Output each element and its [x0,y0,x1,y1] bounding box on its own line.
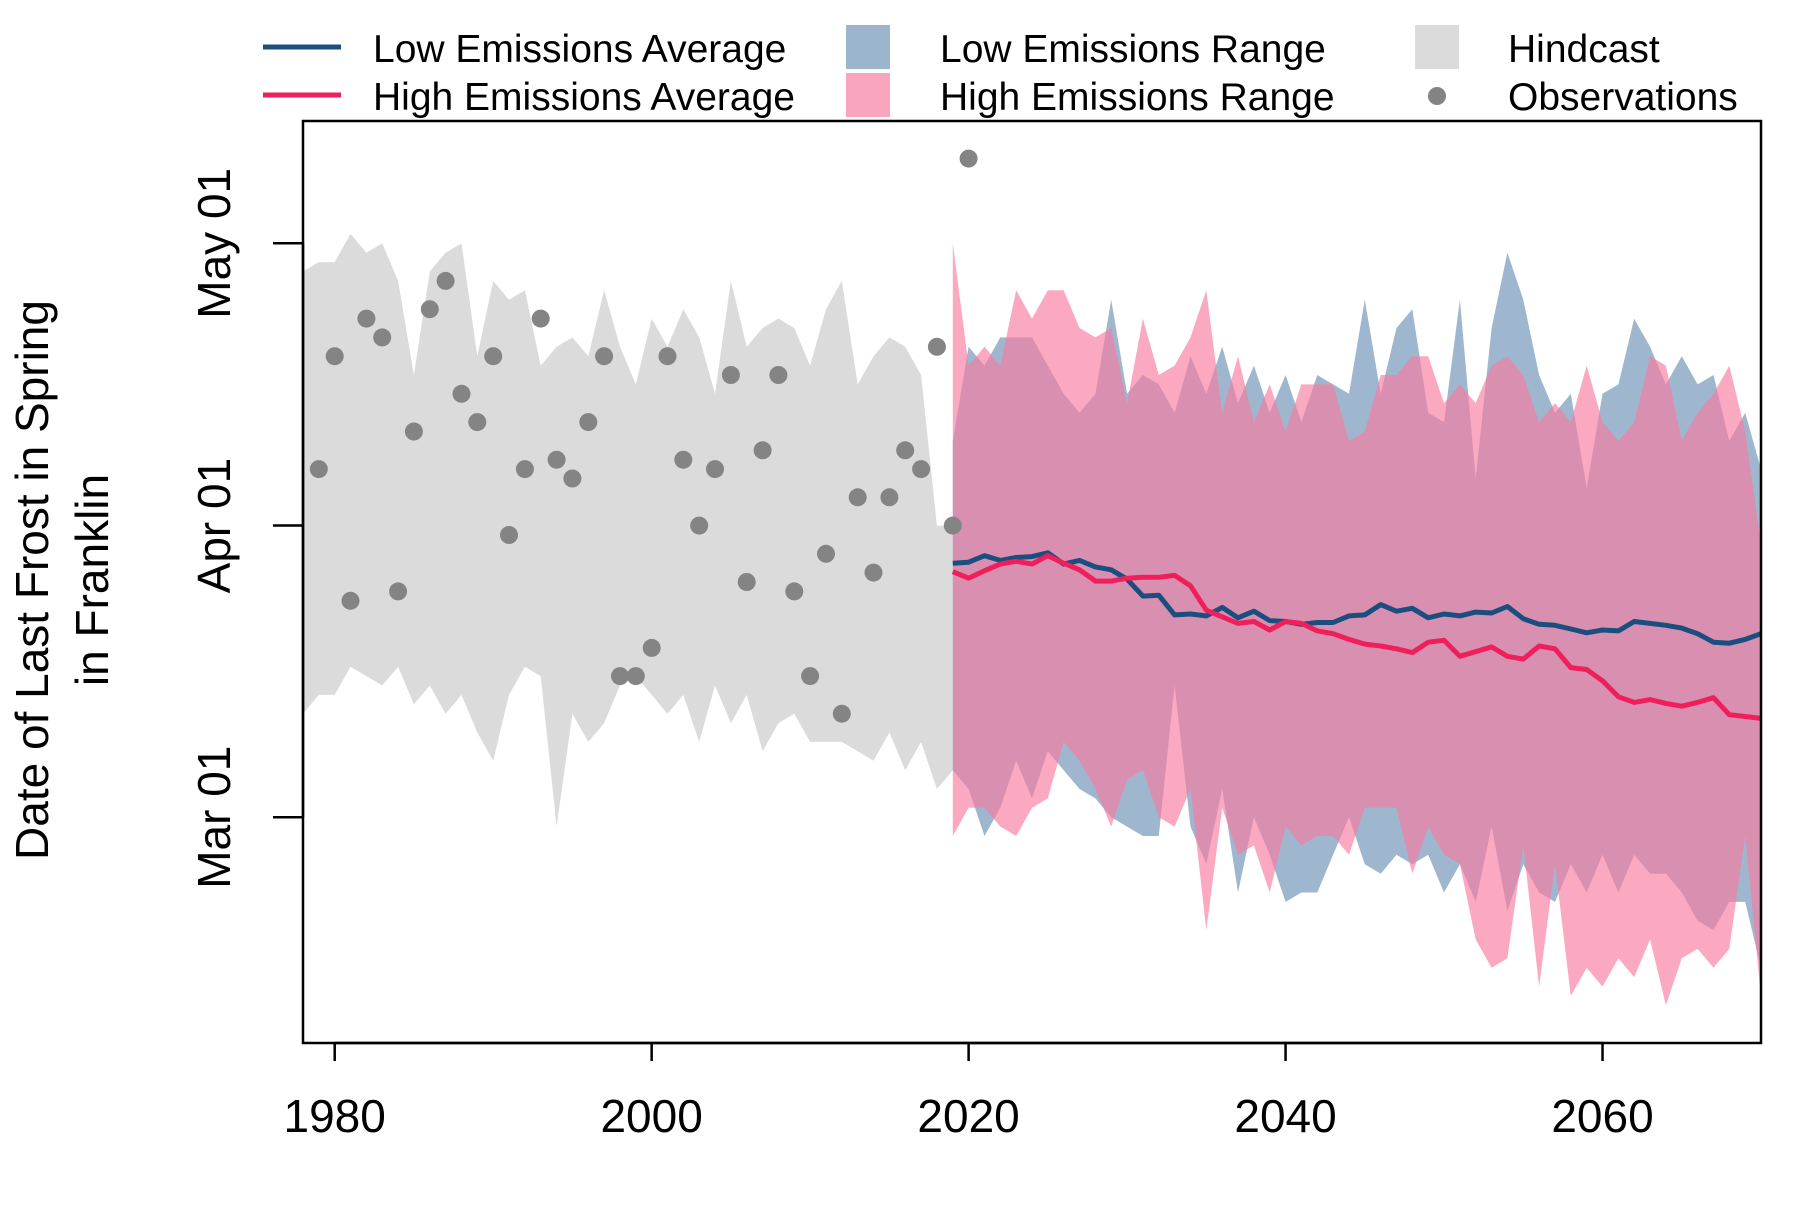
observation-point [468,413,487,432]
observation-point [880,488,899,507]
observation-point [959,149,978,168]
y-tick-label: May 01 [188,168,240,319]
legend: Low Emissions Average Low Emissions Rang… [263,25,1738,119]
observation-point [611,667,629,686]
observation-point [531,309,550,328]
observation-point [864,563,883,582]
observation-point [817,544,835,563]
y-axis-label-line-2: in Franklin [66,474,118,686]
x-tick-label: 2000 [600,1090,702,1142]
observation-point [357,309,376,328]
legend-swatch-high-range [846,73,890,117]
legend-label-high-range: High Emissions Range [940,76,1335,119]
y-axis-label: Date of Last Frost in Spring in Franklin [6,300,118,860]
observation-point [801,667,820,686]
y-tick-label: Apr 01 [188,458,240,594]
observation-point [309,460,328,479]
observation-point [912,460,931,479]
observation-point [896,441,915,460]
y-axis: Mar 01 Apr 01 May 01 [188,168,305,889]
observation-point [515,460,534,479]
observation-point [341,591,360,610]
observation-point [325,347,344,366]
observation-point [436,271,455,290]
hindcast-range [303,233,953,827]
legend-swatch-low-range [846,25,890,69]
observation-point [690,516,709,535]
observation-point [579,413,598,432]
observation-point [769,366,788,384]
legend-label-observations: Observations [1508,76,1738,119]
observation-point [452,384,471,403]
observation-point [642,638,661,657]
observation-point [500,526,518,544]
y-tick-label: Mar 01 [188,746,240,889]
observation-point [484,347,503,366]
x-tick-label: 1980 [284,1090,386,1142]
x-tick-label: 2060 [1551,1090,1653,1142]
legend-label-high-avg: High Emissions Average [373,76,795,119]
legend-label-hindcast: Hindcast [1508,28,1660,71]
observation-point [785,582,804,601]
high-emissions-average-line [951,553,1761,721]
observation-point [658,347,677,366]
observation-point [674,450,693,469]
observation-point [721,366,740,384]
legend-swatch-observations [1428,87,1446,105]
observation-point [927,337,946,356]
plot-area [303,149,1761,1006]
observation-point [373,328,392,347]
legend-label-low-avg: Low Emissions Average [373,28,786,71]
observation-point [737,573,756,591]
observation-point [753,441,772,460]
x-axis: 1980 2000 2020 2040 2060 [284,1041,1654,1142]
high-emissions-range [952,243,1761,1006]
y-axis-label-line-1: Date of Last Frost in Spring [6,300,58,860]
observation-point [389,582,408,601]
observation-point [547,450,566,469]
legend-swatch-hindcast [1415,25,1459,69]
observation-point [420,300,439,319]
observation-point [595,347,614,366]
observation-point [626,667,645,686]
observation-point [563,469,582,488]
x-tick-label: 2020 [917,1090,1019,1142]
observation-point [706,460,724,479]
legend-label-low-range: Low Emissions Range [940,28,1326,71]
observation-point [832,704,851,723]
low-emissions-average-line [952,550,1761,646]
observation-point [943,516,962,535]
observation-point [404,422,423,441]
observation-point [848,488,867,507]
x-tick-label: 2040 [1234,1090,1336,1142]
